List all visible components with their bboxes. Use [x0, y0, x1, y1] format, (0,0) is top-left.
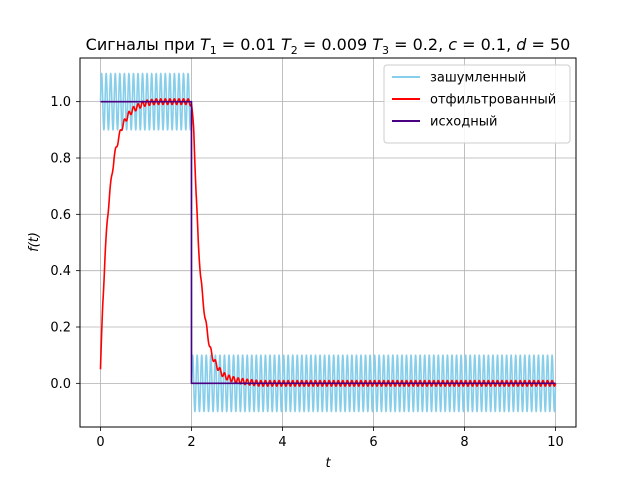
chart-title: Сигналы при T1 = 0.01 T2 = 0.009 T3 = 0.… [86, 35, 571, 57]
x-tick-label: 0 [96, 435, 104, 450]
legend: зашумленный отфильтрованный исходный [383, 64, 571, 144]
legend-box [383, 64, 571, 144]
x-axis-label: t [325, 456, 331, 471]
title-subscript: 3 [382, 44, 389, 57]
y-tick-label: 0.2 [50, 321, 71, 336]
series-line-исходный [100, 100, 556, 385]
legend-label: зашумленный [430, 71, 526, 86]
x-tick-label: 2 [187, 435, 195, 450]
title-symbol: T [281, 35, 292, 54]
y-tick-label: 0.6 [50, 208, 71, 223]
title-subscript: 1 [210, 44, 217, 57]
title-value: = 0.009 [298, 35, 372, 54]
y-axis-label: f(t) [27, 232, 42, 252]
legend-label: исходный [430, 115, 497, 130]
ticks: 0 2 4 6 8 10 0.0 0.2 0.4 0.6 0.8 1.0 [50, 95, 563, 450]
title-symbol: d [516, 35, 527, 54]
title-value: = 50 [526, 35, 570, 54]
title-value: = 0.1, [457, 35, 516, 54]
title-subscript: 2 [291, 44, 298, 57]
title-value: = 0.01 [217, 35, 281, 54]
title-symbol: T [200, 35, 211, 54]
title-value: = 0.2, [389, 35, 448, 54]
x-tick-label: 6 [369, 435, 377, 450]
x-tick-label: 10 [547, 435, 564, 450]
title-text: Сигналы при [86, 35, 200, 54]
y-tick-label: 0.0 [50, 377, 71, 392]
series-layer [99, 72, 557, 413]
y-tick-label: 0.4 [50, 264, 71, 279]
title-symbol: c [448, 35, 457, 54]
legend-label: отфильтрованный [430, 93, 556, 108]
x-tick-label: 4 [278, 435, 286, 450]
axes-frame [79, 57, 577, 428]
y-tick-label: 1.0 [50, 95, 71, 110]
y-tick-label: 0.8 [50, 151, 71, 166]
title-symbol: T [372, 35, 383, 54]
x-tick-label: 8 [460, 435, 468, 450]
